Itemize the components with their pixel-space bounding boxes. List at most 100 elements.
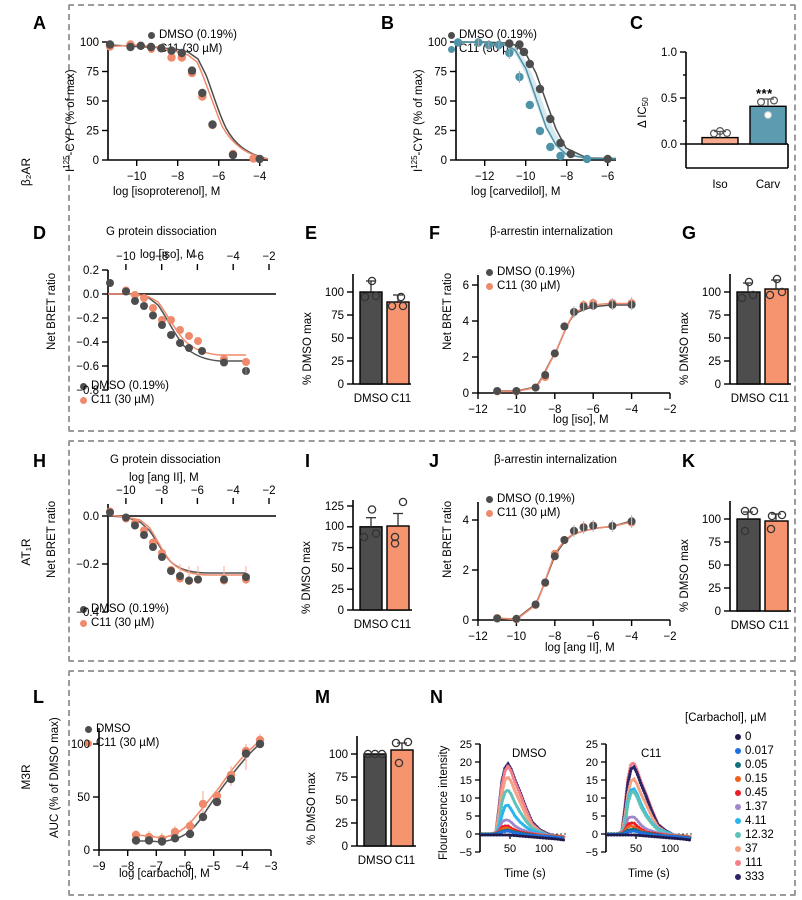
panel-n-sub-c11: C11 bbox=[641, 748, 662, 760]
panel-j-title: β-arrestin internalization bbox=[494, 454, 617, 466]
panel-j-xtick--8: −8 bbox=[548, 631, 561, 643]
legend-label-5: 1.37 bbox=[745, 801, 768, 813]
legend-label-c11: C11 (30 µM) bbox=[497, 507, 561, 519]
panel-n-c11-ytick-25: 25 bbox=[586, 739, 598, 751]
panel-c-cat-carv: Carv bbox=[756, 179, 781, 191]
panel-d-xtick--6: −6 bbox=[191, 251, 204, 263]
group-box-m3r bbox=[68, 670, 796, 896]
legend-dot-dmso bbox=[148, 31, 155, 39]
panel-a-ytick-25: 25 bbox=[86, 126, 99, 138]
legend-item-dmso: DMSO (0.19%) bbox=[80, 379, 169, 393]
legend-label-7: 12.32 bbox=[745, 829, 774, 841]
legend-label-c11: C11 (30 µM) bbox=[91, 394, 155, 406]
panel-n-dmso-ytick-20: 20 bbox=[460, 757, 472, 769]
panel-j-ytick-2: 2 bbox=[463, 565, 469, 577]
panel-d-plot: 0.2 0.0 −0.2 −0.4 −0.6 −0.8 −10 −8 −6 −4… bbox=[76, 251, 276, 397]
panel-e-ytick-50: 50 bbox=[331, 333, 344, 345]
legend-dot-dmso bbox=[80, 382, 87, 390]
panel-k-ytick-75: 75 bbox=[708, 537, 721, 549]
panel-k-ytick-100: 100 bbox=[702, 514, 721, 526]
panel-l-ytick-50: 50 bbox=[77, 792, 90, 804]
bar-c11 bbox=[386, 301, 410, 385]
legend-item-4: 0.45 bbox=[735, 786, 774, 800]
legend-dot-dmso bbox=[486, 495, 493, 503]
row-label-b2ar-text: β₂AR bbox=[19, 157, 33, 187]
panel-b-xtick--6: −6 bbox=[601, 171, 614, 183]
legend-dot-c11 bbox=[448, 45, 455, 53]
panel-n-legend-list: 0 0.017 0.05 0.15 0.45 1.37 4.11 12.32 bbox=[735, 730, 774, 884]
panel-n-c11-plot: 25 20 15 10 5 0 −5 50 100 bbox=[585, 739, 694, 859]
legend-item-10: 333 bbox=[735, 870, 774, 884]
panel-b-ytick-50: 50 bbox=[434, 96, 447, 108]
legend-dot-dmso bbox=[448, 31, 455, 39]
panel-label-l: L bbox=[33, 687, 44, 707]
panel-d-xlabel: log [iso], M bbox=[140, 249, 196, 261]
panel-c-plot: 0.0 0.5 1.0 Iso Carv bbox=[661, 47, 789, 191]
panel-n-xlabel-dmso: Time (s) bbox=[504, 868, 546, 880]
legend-dot-c11 bbox=[80, 619, 87, 627]
panel-a-ytick-100: 100 bbox=[80, 37, 99, 49]
panel-f-xtick--8: −8 bbox=[548, 404, 561, 416]
legend-label-2: 0.05 bbox=[745, 759, 768, 771]
legend-dot-dmso bbox=[85, 725, 92, 733]
panel-e-cat-c11: C11 bbox=[391, 393, 411, 405]
legend-item-0: 0 bbox=[735, 730, 774, 744]
panel-n-ylabel: Flourescence intensity bbox=[438, 745, 450, 860]
legend-item-dmso: DMSO bbox=[85, 722, 159, 736]
legend-item-8: 37 bbox=[735, 842, 774, 856]
panel-l-plot: 0 50 100 −9 −8 −7 −6 −5 −4 −3 bbox=[71, 728, 278, 873]
panel-f-xlabel: log [iso], M bbox=[553, 414, 609, 426]
panel-l-xtick--8: −8 bbox=[121, 861, 134, 873]
legend-item-c11: C11 (30 µM) bbox=[85, 736, 159, 750]
panel-d-ytick--02: −0.2 bbox=[76, 313, 99, 325]
panel-f-ytick-4: 4 bbox=[463, 316, 470, 328]
panel-g-cat-dmso: DMSO bbox=[731, 393, 766, 405]
panel-k-ytick-25: 25 bbox=[708, 583, 721, 595]
panel-d-ytick--06: −0.6 bbox=[76, 361, 99, 373]
panel-i-ytick-125: 125 bbox=[325, 501, 344, 513]
panel-h-legend: DMSO (0.19%) C11 (30 µM) bbox=[80, 602, 169, 630]
legend-dot-c11 bbox=[85, 739, 92, 747]
legend-label-10: 333 bbox=[745, 871, 765, 883]
group-box-at1r bbox=[68, 440, 796, 662]
panel-label-h: H bbox=[33, 451, 46, 471]
panel-j-plot: 0 2 4 −12 −10 −8 −6 −4 −2 bbox=[463, 502, 677, 643]
panel-n-dmso-xtick-100: 100 bbox=[535, 843, 553, 855]
bar-c11 bbox=[764, 288, 789, 385]
panel-c-cat-iso: Iso bbox=[712, 179, 727, 191]
legend-dot-2 bbox=[735, 762, 741, 768]
panel-d-legend: DMSO (0.19%) C11 (30 µM) bbox=[80, 379, 169, 407]
panel-l-xtick--9: −9 bbox=[92, 861, 105, 873]
panel-e-ytick-75: 75 bbox=[331, 310, 344, 322]
panel-a-xtick--8: −8 bbox=[171, 171, 184, 183]
panel-n-c11-ytick-0: 0 bbox=[592, 829, 598, 841]
panel-d-xtick--10: −10 bbox=[116, 251, 136, 263]
panel-g-ytick-100: 100 bbox=[702, 287, 721, 299]
panel-e-plot: 0 25 50 75 100 DMSO C11 bbox=[325, 274, 411, 405]
panel-i-ytick-75: 75 bbox=[331, 542, 344, 554]
panel-k-cat-c11: C11 bbox=[769, 620, 789, 632]
legend-label-8: 37 bbox=[745, 843, 758, 855]
legend-label-4: 0.45 bbox=[745, 787, 768, 799]
panel-label-c: C bbox=[630, 13, 643, 33]
legend-dot-8 bbox=[735, 846, 741, 852]
panel-m-plot: 0 25 50 75 100 DMSO C11 bbox=[329, 736, 416, 867]
row-label-at1r: AT₁R bbox=[19, 522, 33, 582]
panel-e-ytick-100: 100 bbox=[325, 287, 344, 299]
panel-b-ytick-75: 75 bbox=[434, 67, 447, 79]
legend-label-6: 4.11 bbox=[745, 815, 767, 827]
panel-c-ytick-10: 1.0 bbox=[661, 47, 677, 59]
panel-j-xtick--2: −2 bbox=[663, 631, 676, 643]
panel-l-xtick--5: −5 bbox=[207, 861, 220, 873]
legend-item-c11: C11 (30 µM) bbox=[486, 279, 575, 293]
panel-n-dmso-ytick-25: 25 bbox=[460, 739, 472, 751]
panel-l-xlabel: log [carbachol], M bbox=[119, 868, 210, 880]
legend-item-dmso: DMSO (0.19%) bbox=[486, 492, 575, 506]
panel-i-ytick-0: 0 bbox=[338, 605, 344, 617]
panel-l-xtick--4: −4 bbox=[236, 861, 250, 873]
panel-a-ytick-50: 50 bbox=[86, 96, 99, 108]
panel-label-k: K bbox=[682, 451, 695, 471]
panel-d-ytick--08: −0.8 bbox=[76, 385, 99, 397]
panel-label-b: B bbox=[381, 13, 394, 33]
panel-d-xtick--4: −4 bbox=[227, 251, 241, 263]
